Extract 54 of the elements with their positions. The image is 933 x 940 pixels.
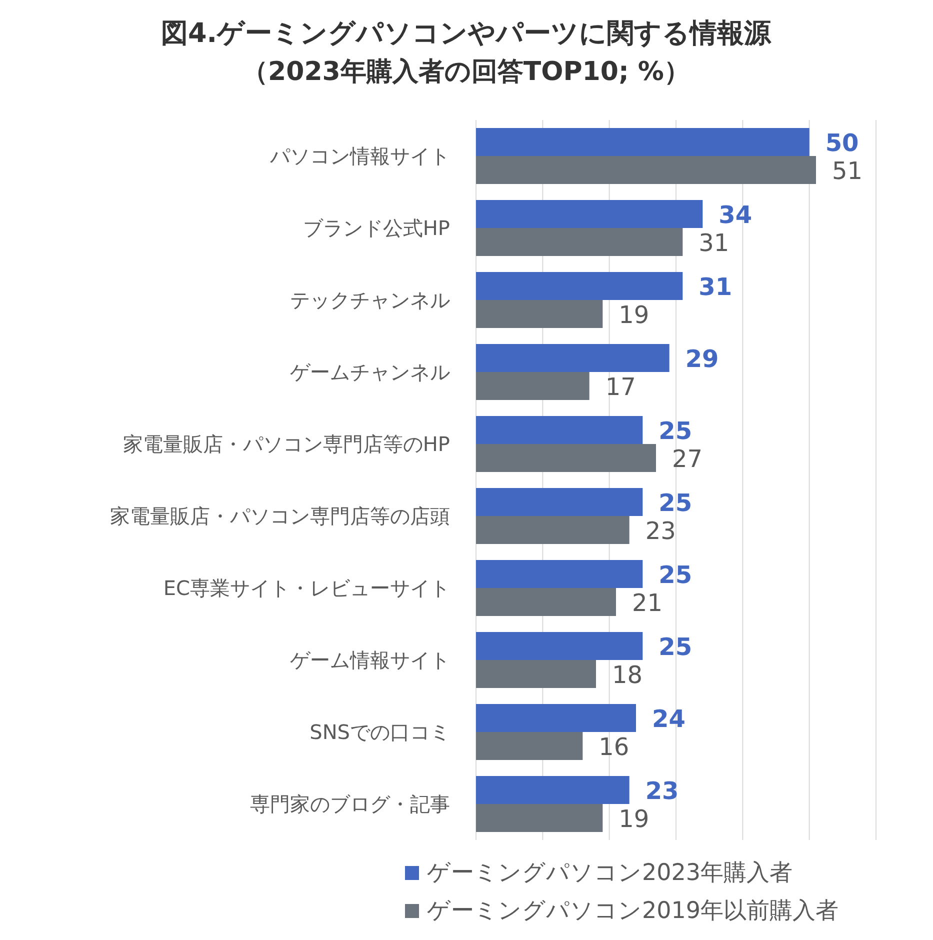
bar — [476, 416, 643, 444]
y-tick-label: ブランド公式HP — [302, 216, 450, 240]
bar — [476, 804, 603, 832]
y-tick-label: パソコン情報サイト — [269, 144, 450, 168]
data-label: 27 — [672, 445, 703, 473]
data-label: 25 — [658, 417, 692, 445]
data-label: 34 — [718, 201, 752, 229]
bar — [476, 372, 590, 400]
data-label: 25 — [658, 489, 692, 517]
bar — [476, 128, 810, 156]
bar — [476, 560, 643, 588]
y-tick-label: SNSでの口コミ — [310, 720, 450, 744]
data-label: 50 — [825, 129, 859, 157]
bar — [476, 588, 616, 616]
y-tick-label: EC専業サイト・レビューサイト — [163, 576, 450, 600]
chart-subtitle: （2023年購入者の回答TOP10; %） — [242, 57, 690, 87]
bar — [476, 632, 643, 660]
bar — [476, 704, 636, 732]
bar — [476, 344, 670, 372]
data-label: 21 — [632, 589, 663, 617]
bar — [476, 228, 683, 256]
bar — [476, 156, 816, 184]
data-label: 19 — [618, 805, 650, 833]
data-label: 31 — [698, 229, 730, 257]
data-label: 23 — [645, 517, 676, 545]
data-label: 23 — [645, 777, 679, 805]
y-tick-label: 家電量販店・パソコン専門店等のHP — [122, 432, 450, 456]
bar — [476, 732, 583, 760]
legend-label: ゲーミングパソコン2023年購入者 — [427, 860, 793, 886]
y-tick-label: 家電量販店・パソコン専門店等の店頭 — [110, 504, 450, 528]
y-tick-label: 専門家のブログ・記事 — [250, 792, 450, 816]
data-label: 51 — [832, 157, 863, 185]
data-label: 17 — [605, 373, 636, 401]
bar — [476, 488, 643, 516]
data-label: 18 — [612, 661, 643, 689]
bar — [476, 516, 630, 544]
data-label: 16 — [598, 733, 630, 761]
data-label: 25 — [658, 561, 692, 589]
y-tick-label: ゲームチャンネル — [290, 360, 450, 384]
data-label: 29 — [685, 345, 719, 373]
data-label: 24 — [652, 705, 686, 733]
legend-label: ゲーミングパソコン2019年以前購入者 — [427, 898, 839, 924]
data-label: 19 — [618, 301, 650, 329]
bar — [476, 272, 683, 300]
y-tick-label: ゲーム情報サイト — [290, 648, 450, 672]
bar — [476, 300, 603, 328]
data-label: 31 — [698, 273, 732, 301]
bar — [476, 776, 630, 804]
y-tick-label: テックチャンネル — [290, 288, 450, 312]
data-label: 25 — [658, 633, 692, 661]
chart-title: 図4.ゲーミングパソコンやパーツに関する情報源 — [160, 18, 772, 49]
bar — [476, 660, 596, 688]
bar — [476, 444, 656, 472]
bar — [476, 200, 703, 228]
